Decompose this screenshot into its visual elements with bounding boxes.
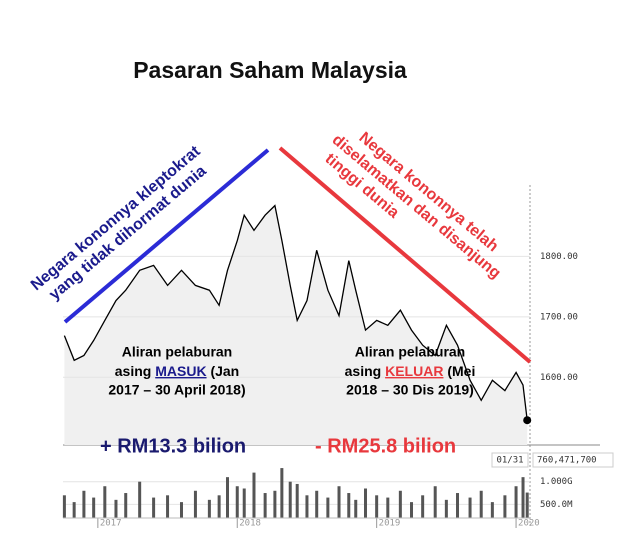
volume-bar bbox=[386, 497, 390, 518]
volume-bar bbox=[347, 493, 351, 518]
trend-line bbox=[63, 148, 270, 324]
volume-bar bbox=[364, 488, 368, 518]
volume-bar bbox=[263, 493, 267, 518]
volume-bar bbox=[354, 499, 358, 518]
x-tick-label: 2020 bbox=[518, 519, 540, 529]
date-label: 01/31 bbox=[496, 456, 523, 466]
volume-bar bbox=[114, 499, 118, 518]
flow-text: asing bbox=[115, 363, 155, 379]
volume-bar bbox=[315, 490, 319, 518]
volume-bar bbox=[410, 502, 414, 518]
area bbox=[64, 205, 528, 445]
volume-bar bbox=[375, 495, 379, 518]
volume-bar bbox=[193, 490, 197, 518]
flow-text: Aliran pelaburan bbox=[355, 344, 465, 360]
y-tick-label: 1800.00 bbox=[540, 252, 578, 262]
x-tick-label: 2017 bbox=[100, 519, 122, 529]
volume-tick-label: 500.0M bbox=[540, 500, 573, 510]
date-label-box bbox=[491, 452, 529, 468]
chart-title: Pasaran Saham Malaysia bbox=[133, 57, 407, 83]
flow-amount: - RM25.8 bilion bbox=[315, 435, 456, 457]
volume-bar bbox=[124, 493, 128, 518]
volume-bar bbox=[514, 486, 518, 518]
volume-bar bbox=[433, 486, 437, 518]
volume-bar bbox=[305, 495, 309, 518]
volume-bar bbox=[398, 490, 402, 518]
volume-bar bbox=[217, 495, 221, 518]
flow-text: Aliran pelaburan bbox=[122, 344, 232, 360]
y-tick-label: 1700.00 bbox=[540, 312, 578, 322]
volume-bar bbox=[152, 497, 156, 518]
volume-layer bbox=[62, 468, 529, 518]
flow-text: asing KELUAR (Mei bbox=[345, 363, 476, 379]
volume-bar bbox=[82, 490, 86, 518]
flow-text: asing bbox=[345, 363, 385, 379]
flow-amount: + RM13.3 bilion bbox=[100, 435, 246, 457]
volume-bar bbox=[252, 472, 256, 518]
volume-bar bbox=[456, 493, 460, 518]
flow-text: asing MASUK (Jan bbox=[115, 363, 240, 379]
volume-bar bbox=[525, 492, 529, 518]
volume-bar bbox=[280, 468, 284, 518]
x-tick-label: 2018 bbox=[239, 519, 261, 529]
volume-bar bbox=[273, 490, 277, 518]
volume-bar bbox=[235, 486, 239, 518]
fall-text: diselamatkan dan disanjung bbox=[329, 131, 504, 282]
volume-bar bbox=[521, 477, 525, 518]
volume-bar bbox=[479, 490, 483, 518]
flow-text: (Mei bbox=[443, 363, 475, 379]
flow-text: 2018 – 30 Dis 2019) bbox=[346, 382, 474, 398]
area-layer bbox=[64, 205, 528, 445]
x-tick-label: 2019 bbox=[379, 519, 401, 529]
volume-tick-label: 1.000G bbox=[540, 477, 573, 487]
flow-highlight: KELUAR bbox=[385, 363, 443, 379]
volume-bar bbox=[166, 495, 170, 518]
volume-bar bbox=[179, 502, 183, 518]
volume-bar bbox=[326, 497, 330, 518]
volume-bar bbox=[225, 477, 229, 518]
volume-bar bbox=[242, 488, 246, 518]
volume-bar bbox=[72, 502, 76, 518]
volume-bar bbox=[421, 495, 425, 518]
volume-bar bbox=[468, 497, 472, 518]
volume-bar bbox=[337, 486, 341, 518]
volume-bar bbox=[444, 499, 448, 518]
flow-text: 2017 – 30 April 2018) bbox=[108, 382, 245, 398]
volume-bar bbox=[295, 483, 299, 518]
rise-text: Negara kononnya kleptokrat bbox=[28, 142, 204, 294]
line-layer bbox=[63, 204, 532, 425]
flow-highlight: MASUK bbox=[155, 363, 206, 379]
y-tick-label: 1600.00 bbox=[540, 373, 578, 383]
trend-line bbox=[278, 146, 532, 364]
volume-bar bbox=[207, 499, 211, 518]
volume-bar bbox=[62, 495, 66, 518]
volume-bar bbox=[138, 481, 142, 518]
volume-bar bbox=[503, 495, 507, 518]
volume-bar bbox=[103, 486, 107, 518]
line bbox=[63, 204, 528, 421]
last-point bbox=[523, 416, 532, 425]
volume-label-box bbox=[532, 452, 614, 468]
volume-bar bbox=[92, 497, 96, 518]
volume-bar bbox=[288, 481, 292, 518]
flow-text: (Jan bbox=[207, 363, 240, 379]
volume-value-label: 760,471,700 bbox=[537, 456, 597, 466]
volume-bar bbox=[490, 502, 494, 518]
